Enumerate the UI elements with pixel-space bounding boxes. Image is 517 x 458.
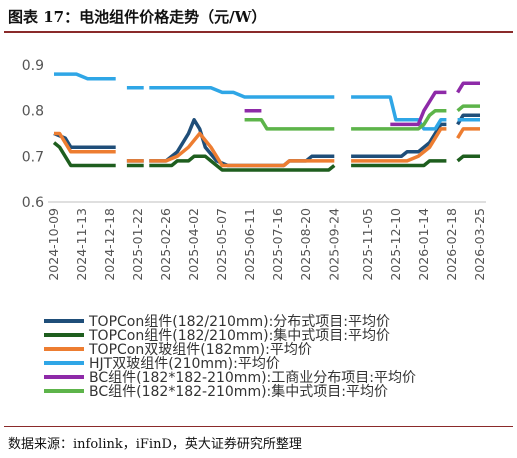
x-tick-label: 2026-02-18 xyxy=(444,208,459,281)
series-line-3 xyxy=(456,127,480,140)
series-line-2 xyxy=(456,154,480,163)
x-tick-label: 2025-05-07 xyxy=(214,208,229,281)
line-chart: 0.6 0.7 0.8 0.9 2024-10-09 2024-11-13 2024-12… xyxy=(22,58,487,400)
series-line-3 xyxy=(149,131,335,168)
series-line-4 xyxy=(149,86,335,99)
x-tick-label: 2024-11-13 xyxy=(74,208,89,281)
y-tick-label: 0.7 xyxy=(22,149,44,165)
legend-label: HJT双玻组件(210mm):平均价 xyxy=(89,356,280,372)
series-line-1 xyxy=(149,118,335,168)
legend-label: TOPCon组件(182/210mm):集中式项目:平均价 xyxy=(88,327,390,344)
series-line-2 xyxy=(52,141,116,168)
title-divider xyxy=(4,31,513,33)
x-tick-label: 2025-06-11 xyxy=(242,208,257,281)
series-line-6 xyxy=(244,118,335,131)
y-axis: 0.6 0.7 0.8 0.9 xyxy=(22,58,44,211)
series-line-5 xyxy=(390,90,447,127)
x-tick-label: 2025-04-02 xyxy=(186,208,201,281)
footer-divider xyxy=(4,426,513,427)
series-line-2 xyxy=(351,159,447,168)
y-tick-label: 0.6 xyxy=(22,195,44,211)
x-tick-label: 2025-09-24 xyxy=(326,208,341,281)
legend-label: TOPCon组件(182/210mm):分布式项目:平均价 xyxy=(88,314,390,330)
x-tick-label: 2024-12-18 xyxy=(102,208,117,281)
x-tick-label: 2025-08-20 xyxy=(298,208,313,281)
x-tick-label: 2025-12-10 xyxy=(388,208,403,281)
legend-label: BC组件(182*182-210mm):工商业分布项目:平均价 xyxy=(89,370,416,386)
x-tick-label: 2026-01-14 xyxy=(416,208,431,281)
series-line-5 xyxy=(456,81,480,94)
x-tick-label: 2024-10-09 xyxy=(46,208,61,281)
series-lines xyxy=(52,72,480,172)
series-line-4 xyxy=(351,95,447,131)
y-tick-label: 0.9 xyxy=(22,58,44,74)
source-note: 数据来源：infolink，iFinD，英大证券研究所整理 xyxy=(8,437,302,452)
legend-label: BC组件(182*182-210mm):集中式项目:平均价 xyxy=(89,383,388,400)
series-line-6 xyxy=(456,104,480,113)
x-axis: 2024-10-09 2024-11-13 2024-12-18 2025-01-22… xyxy=(46,201,487,281)
legend-label: TOPCon双玻组件(182mm):平均价 xyxy=(88,342,312,358)
chart-title: 图表 17：电池组件价格走势（元/W） xyxy=(8,8,267,26)
series-line-6 xyxy=(351,108,447,131)
legend: TOPCon组件(182/210mm):分布式项目:平均价TOPCon组件(18… xyxy=(44,314,416,400)
series-line-1 xyxy=(351,122,447,159)
x-tick-label: 2025-02-26 xyxy=(158,208,173,281)
x-tick-label: 2025-11-05 xyxy=(360,208,375,281)
y-tick-label: 0.8 xyxy=(22,104,44,120)
x-tick-label: 2025-07-16 xyxy=(270,208,285,281)
series-line-3 xyxy=(351,127,447,163)
x-tick-label: 2025-01-22 xyxy=(130,208,145,281)
series-line-4 xyxy=(54,72,116,81)
series-line-2 xyxy=(149,154,336,172)
x-tick-label: 2026-03-25 xyxy=(472,208,487,281)
series-line-3 xyxy=(54,131,116,154)
